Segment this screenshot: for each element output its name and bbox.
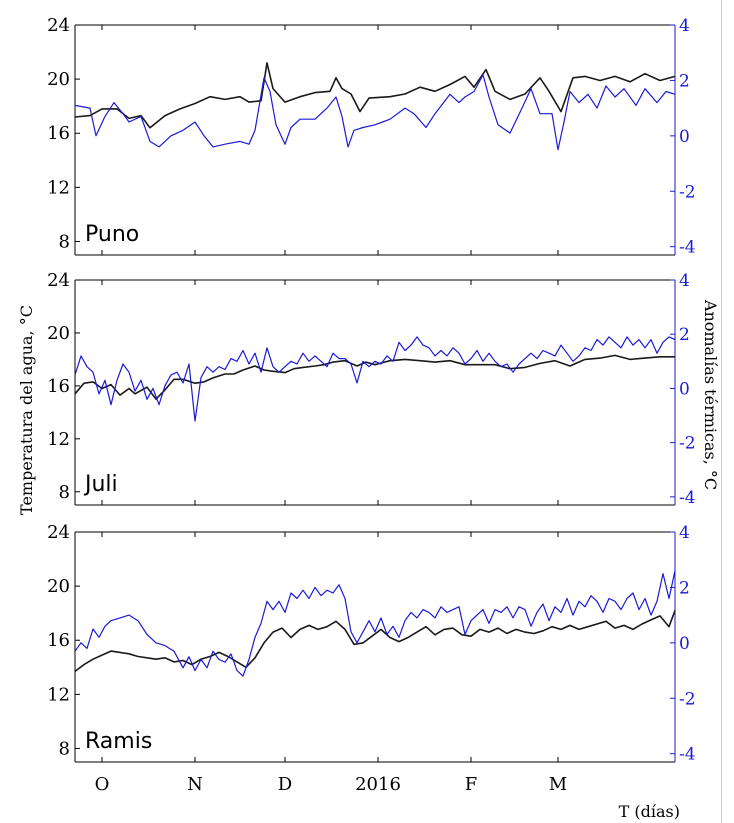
anomaly-line-juli [74,336,676,422]
anomaly-line-ramis [74,570,676,677]
y-axis-title-left: Temperatura del agua, °C [17,305,36,515]
left-tick-label: 16 [47,630,70,651]
left-tick-label: 24 [47,522,70,543]
right-tick-label: 0 [679,634,690,654]
panel-label-puno: Puno [85,222,139,247]
y-axis-title-right: Anomalías térmicas, °C [701,299,720,490]
left-tick-label: 8 [59,231,70,252]
right-tick-label: -4 [679,238,696,258]
temperature-line-juli [74,354,675,400]
temperature-line-puno [74,62,676,129]
x-tick-label: D [278,774,292,795]
temperature-line-ramis [74,610,676,673]
right-tick-label: 0 [679,379,690,399]
right-tick-label: 2 [679,578,690,598]
right-tick-label: -4 [679,488,696,508]
left-tick-label: 20 [47,69,70,90]
right-tick-label: 2 [679,325,690,345]
right-tick-label: 2 [679,71,690,91]
anomaly-line-puno [74,74,676,151]
page-border-right [721,0,722,823]
left-tick-label: 24 [47,270,70,291]
left-tick-label: 8 [59,738,70,759]
right-tick-label: -2 [679,182,696,202]
right-tick-label: 0 [679,127,690,147]
right-tick-label: 4 [679,271,690,291]
left-tick-label: 8 [59,482,70,503]
right-tick-label: 4 [679,16,690,36]
x-tick-label: N [187,774,203,795]
left-tick-label: 12 [47,429,70,450]
panel-label-juli: Juli [83,472,118,497]
x-tick-label: 2016 [355,774,401,795]
left-tick-label: 12 [47,684,70,705]
right-tick-label: -4 [679,745,696,765]
left-tick-label: 16 [47,376,70,397]
left-tick-label: 16 [47,123,70,144]
x-axis-title: T (días) [619,802,680,821]
left-tick-label: 20 [47,576,70,597]
panel-label-ramis: Ramis [85,729,152,754]
left-tick-label: 12 [47,177,70,198]
right-tick-label: -2 [679,689,696,709]
x-tick-label: O [95,774,110,795]
right-tick-label: 4 [679,523,690,543]
x-tick-label: M [549,774,567,795]
x-tick-label: F [465,774,478,795]
right-tick-label: -2 [679,434,696,454]
left-tick-label: 20 [47,323,70,344]
left-tick-label: 24 [47,15,70,36]
